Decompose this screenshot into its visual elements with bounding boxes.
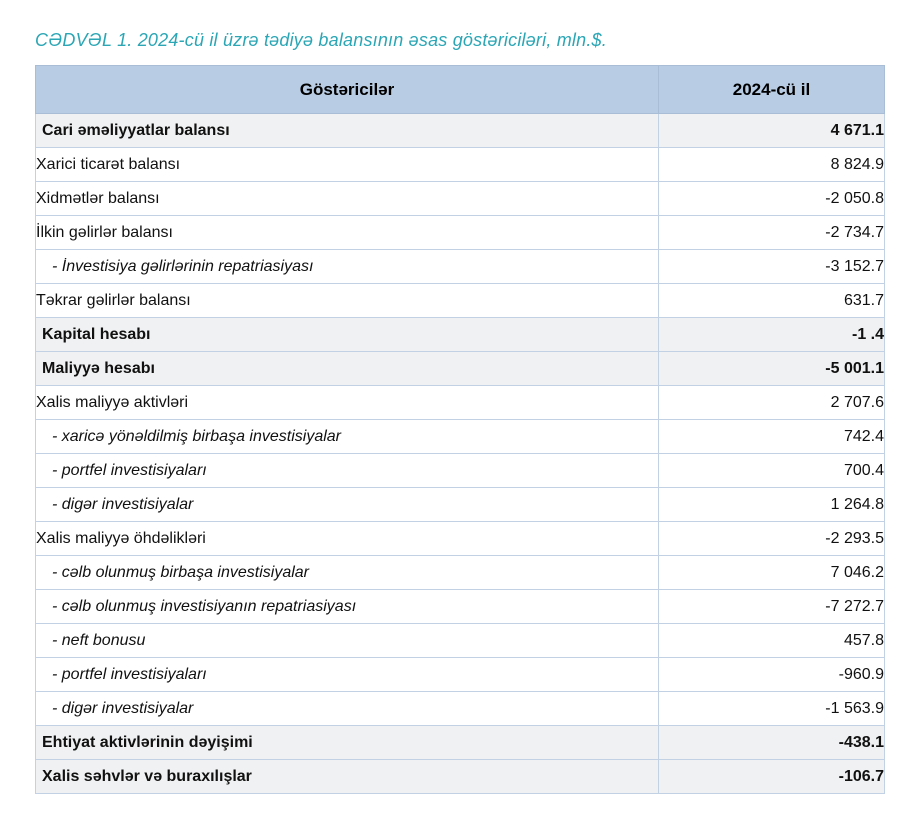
row-label: Xidmətlər balansı <box>35 181 659 216</box>
row-label: Xalis maliyyə öhdəlikləri <box>35 521 659 556</box>
row-value: -2 734.7 <box>658 215 885 250</box>
table-row: - portfel investisiyaları -960.9 <box>35 657 885 692</box>
row-label: Cari əməliyyatlar balansı <box>35 113 659 148</box>
table-row: Xalis səhvlər və buraxılışlar -106.7 <box>35 759 885 794</box>
table-row: Kapital hesabı -1 .4 <box>35 317 885 352</box>
row-label: Xarici ticarət balansı <box>35 147 659 182</box>
row-value: -960.9 <box>658 657 885 692</box>
table-row: Xarici ticarət balansı 8 824.9 <box>35 147 885 182</box>
column-header-indicators: Göstəricilər <box>35 65 659 114</box>
row-label: - portfel investisiyaları <box>35 453 659 488</box>
row-label: Təkrar gəlirlər balansı <box>35 283 659 318</box>
row-value: 700.4 <box>658 453 885 488</box>
table-row: Cari əməliyyatlar balansı 4 671.1 <box>35 113 885 148</box>
row-value: -3 152.7 <box>658 249 885 284</box>
row-value: -2 050.8 <box>658 181 885 216</box>
table-row: - digər investisiyalar -1 563.9 <box>35 691 885 726</box>
table-row: - xaricə yönəldilmiş birbaşa investisiya… <box>35 419 885 454</box>
row-label: - digər investisiyalar <box>35 487 659 522</box>
row-value: -438.1 <box>658 725 885 760</box>
row-value: 742.4 <box>658 419 885 454</box>
row-label: - cəlb olunmuş investisiyanın repatriasi… <box>35 589 659 624</box>
row-label: Maliyyə hesabı <box>35 351 659 386</box>
table-row: - cəlb olunmuş investisiyanın repatriasi… <box>35 589 885 624</box>
balance-of-payments-table: Göstəricilər 2024-cü il Cari əməliyyatla… <box>35 65 885 794</box>
row-value: 457.8 <box>658 623 885 658</box>
row-label: - neft bonusu <box>35 623 659 658</box>
row-value: -1 .4 <box>658 317 885 352</box>
row-label: - portfel investisiyaları <box>35 657 659 692</box>
table-row: Xalis maliyyə aktivləri 2 707.6 <box>35 385 885 420</box>
table-row: Xalis maliyyə öhdəlikləri -2 293.5 <box>35 521 885 556</box>
row-value: -5 001.1 <box>658 351 885 386</box>
table-header-row: Göstəricilər 2024-cü il <box>35 65 885 114</box>
table-title: CƏDVƏL 1. 2024-cü il üzrə tədiyə balansı… <box>35 30 607 50</box>
table-row: Təkrar gəlirlər balansı 631.7 <box>35 283 885 318</box>
table-row: - portfel investisiyaları 700.4 <box>35 453 885 488</box>
row-value: 631.7 <box>658 283 885 318</box>
row-value: -106.7 <box>658 759 885 794</box>
row-label: - cəlb olunmuş birbaşa investisiyalar <box>35 555 659 590</box>
table-row: - İnvestisiya gəlirlərinin repatriasiyas… <box>35 249 885 284</box>
row-value: 7 046.2 <box>658 555 885 590</box>
table-row: - digər investisiyalar 1 264.8 <box>35 487 885 522</box>
table-row: - neft bonusu 457.8 <box>35 623 885 658</box>
row-value: 2 707.6 <box>658 385 885 420</box>
table-row: Xidmətlər balansı -2 050.8 <box>35 181 885 216</box>
column-header-year-2024: 2024-cü il <box>658 65 885 114</box>
table-row: Ehtiyat aktivlərinin dəyişimi -438.1 <box>35 725 885 760</box>
row-label: - İnvestisiya gəlirlərinin repatriasiyas… <box>35 249 659 284</box>
row-label: - xaricə yönəldilmiş birbaşa investisiya… <box>35 419 659 454</box>
table-row: Maliyyə hesabı -5 001.1 <box>35 351 885 386</box>
row-label: Xalis səhvlər və buraxılışlar <box>35 759 659 794</box>
row-label: - digər investisiyalar <box>35 691 659 726</box>
row-value: -7 272.7 <box>658 589 885 624</box>
row-label: Xalis maliyyə aktivləri <box>35 385 659 420</box>
row-label: İlkin gəlirlər balansı <box>35 215 659 250</box>
row-value: 1 264.8 <box>658 487 885 522</box>
row-value: 4 671.1 <box>658 113 885 148</box>
row-value: -2 293.5 <box>658 521 885 556</box>
row-label: Ehtiyat aktivlərinin dəyişimi <box>35 725 659 760</box>
row-value: 8 824.9 <box>658 147 885 182</box>
row-label: Kapital hesabı <box>35 317 659 352</box>
table-row: - cəlb olunmuş birbaşa investisiyalar 7 0… <box>35 555 885 590</box>
row-value: -1 563.9 <box>658 691 885 726</box>
table-row: İlkin gəlirlər balansı -2 734.7 <box>35 215 885 250</box>
